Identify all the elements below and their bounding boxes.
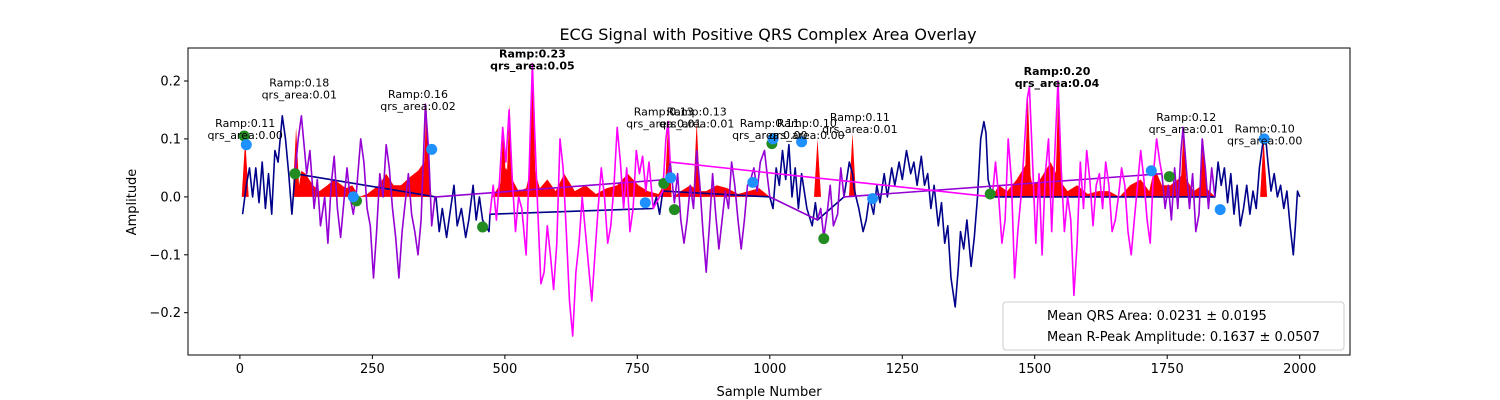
peak-annotation: Ramp:0.11 (740, 117, 800, 130)
qrs-area-spike (1260, 138, 1268, 197)
r-peak-marker (347, 191, 359, 203)
legend-entry-qrs-area: Mean QRS Area: 0.0231 ± 0.0195 (1047, 309, 1267, 324)
x-tick-label: 500 (492, 362, 517, 377)
peak-annotation: Ramp:0.11 (215, 117, 275, 130)
y-axis-ticks: −0.2 −0.1 0.0 0.1 0.2 (149, 75, 188, 321)
onset-marker (289, 168, 301, 180)
peak-annotation: qrs_area:0.00 (207, 129, 282, 142)
peak-annotation: qrs_area:0.01 (659, 117, 734, 130)
x-axis-label: Sample Number (716, 385, 822, 400)
r-peak-marker (639, 197, 651, 209)
qrs-area-spike (499, 127, 507, 197)
x-axis-ticks: 0 250 500 750 1000 1250 1500 1750 2000 (236, 355, 1316, 377)
peak-annotation: Ramp:0.11 (830, 111, 890, 124)
legend: Mean QRS Area: 0.0231 ± 0.0195 Mean R-Pe… (1002, 301, 1345, 351)
y-axis-label: Amplitude (125, 169, 140, 236)
peak-annotation: qrs_area:0.02 (380, 100, 455, 113)
peak-annotation: qrs_area:0.01 (822, 123, 897, 136)
plot-area-frame (187, 47, 1351, 356)
onset-marker (668, 204, 680, 216)
qrs-area-spike (1180, 127, 1188, 197)
onset-marker (238, 130, 250, 142)
onset-marker (477, 221, 489, 233)
r-peak-marker (665, 172, 677, 184)
peak-annotation: Ramp:0.23 (499, 47, 566, 60)
y-tick-label: −0.1 (149, 248, 181, 263)
peak-annotation: Ramp:0.12 (1156, 111, 1216, 124)
ecg-series-strong_segment (489, 62, 1163, 337)
onset-marker (818, 233, 830, 245)
qrs-area-spike (1199, 138, 1207, 197)
x-tick-label: 1000 (753, 362, 786, 377)
r-peak-marker (747, 176, 759, 188)
y-tick-label: 0.2 (160, 75, 181, 90)
r-peak-marker (796, 136, 808, 148)
x-tick-label: 1750 (1151, 362, 1184, 377)
peak-annotation: Ramp:0.16 (388, 88, 448, 101)
peak-annotation: qrs_area:0.00 (1227, 135, 1302, 148)
peak-annotation: qrs_area:0.04 (1015, 77, 1100, 90)
ecg-series-baseline (241, 115, 1301, 308)
annotations-layer: Ramp:0.11qrs_area:0.00Ramp:0.18qrs_area:… (207, 47, 1302, 147)
x-tick-label: 250 (360, 362, 385, 377)
ecg-lines-layer (241, 62, 1301, 337)
peak-annotation: Ramp:0.18 (269, 76, 329, 89)
peak-annotation: Ramp:0.13 (667, 105, 727, 118)
peak-annotation: qrs_area:0.01 (262, 88, 337, 101)
legend-box (1002, 301, 1345, 351)
onset-marker (984, 188, 996, 200)
x-tick-label: 0 (236, 362, 244, 377)
r-peak-marker (867, 193, 879, 205)
peak-annotation: Ramp:0.10 (777, 117, 837, 130)
r-peak-marker (1258, 133, 1270, 145)
x-tick-label: 2000 (1283, 362, 1316, 377)
qrs-area-spike (1055, 81, 1063, 197)
r-peak-marker (426, 143, 438, 155)
qrs-area-spike (528, 63, 536, 197)
x-tick-label: 1500 (1018, 362, 1051, 377)
r-peak-marker (1145, 165, 1157, 177)
peak-annotation: Ramp:0.10 (1235, 123, 1295, 136)
qrs-area-fill (992, 162, 1215, 197)
legend-entry-r-peak: Mean R-Peak Amplitude: 0.1637 ± 0.0507 (1047, 330, 1320, 345)
markers-layer (238, 130, 1270, 245)
peak-annotation: qrs_area:0.00 (769, 129, 844, 142)
y-tick-label: 0.1 (160, 132, 181, 147)
ecg-series-qrs_segment (294, 103, 1216, 279)
r-peak-marker (240, 139, 252, 151)
y-tick-label: 0.0 (160, 190, 181, 205)
peak-annotation: qrs_area:0.01 (1149, 123, 1224, 136)
onset-marker (1163, 171, 1175, 183)
y-tick-label: −0.2 (149, 306, 181, 321)
r-peak-marker (767, 133, 779, 145)
x-tick-label: 1250 (886, 362, 919, 377)
qrs-area-spike (814, 138, 821, 197)
peak-annotation: Ramp:0.13 (634, 105, 694, 118)
peak-annotation: qrs_area:0.05 (490, 59, 575, 72)
qrs-area-spike (1024, 92, 1032, 197)
chart-title: ECG Signal with Positive QRS Complex Are… (559, 25, 976, 44)
x-tick-label: 750 (625, 362, 650, 377)
peak-annotation: qrs_area:0.00 (732, 129, 807, 142)
peak-annotation: Ramp:0.20 (1024, 65, 1091, 78)
r-peak-marker (1214, 204, 1226, 216)
peak-annotation: qrs_area:0.01 (626, 117, 701, 130)
